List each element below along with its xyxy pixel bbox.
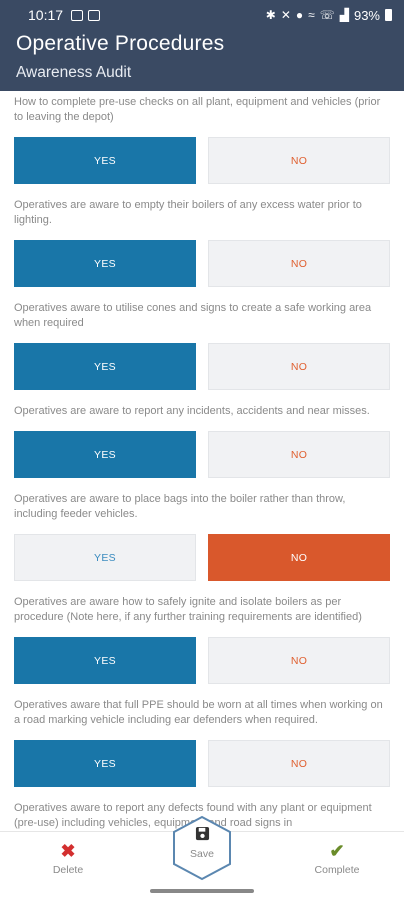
battery-percent: 93%	[353, 7, 380, 23]
page-title: Operative Procedures	[16, 32, 225, 55]
notification-icons	[71, 9, 101, 21]
status-bar: 10:17 ✱ ✕ ● ≈ ☏ ▟ 93%	[0, 0, 404, 30]
wifi-icon: ≈	[308, 8, 315, 22]
location-icon: ●	[295, 8, 304, 22]
no-button[interactable]: NO	[208, 240, 390, 287]
save-label: Save	[190, 848, 214, 860]
answer-options: YES NO	[14, 740, 390, 787]
close-icon: ✖	[60, 841, 76, 861]
no-button[interactable]: NO	[208, 431, 390, 478]
answer-options: YES NO	[14, 534, 390, 581]
save-hexagon	[173, 815, 231, 881]
question-text: Operatives aware that full PPE should be…	[14, 699, 383, 726]
bluetooth-icon: ✱	[265, 8, 276, 22]
answer-options: YES NO	[14, 637, 390, 684]
yes-button[interactable]: YES	[14, 240, 196, 287]
question-item: Operatives aware to utilise cones and si…	[0, 301, 404, 390]
news-icon	[88, 9, 101, 21]
check-icon: ✔	[329, 841, 345, 861]
yes-button[interactable]: YES	[14, 534, 196, 581]
save-button[interactable]: Save	[171, 826, 233, 860]
status-time: 10:17	[28, 7, 64, 23]
yes-button[interactable]: YES	[14, 431, 196, 478]
complete-button[interactable]: ✔ Complete	[292, 842, 382, 876]
answer-options: YES NO	[14, 343, 390, 390]
yes-button[interactable]: YES	[14, 637, 196, 684]
question-text: Operatives are aware how to safely ignit…	[14, 596, 362, 623]
question-text: Operatives aware to report any defects f…	[14, 802, 372, 829]
floppy-disk-icon	[195, 826, 209, 841]
answer-options: YES NO	[14, 137, 390, 184]
yes-button[interactable]: YES	[14, 137, 196, 184]
app-header: 10:17 ✱ ✕ ● ≈ ☏ ▟ 93% Operative Procedur…	[0, 0, 404, 91]
question-item: Operatives are aware to empty their boil…	[0, 198, 404, 287]
question-text: Operatives are aware to report any incid…	[14, 405, 370, 417]
battery-icon	[385, 9, 392, 21]
mute-icon: ✕	[280, 8, 291, 22]
question-text: Operatives are aware to place bags into …	[14, 493, 346, 520]
no-button[interactable]: NO	[208, 534, 390, 581]
page-subtitle: Awareness Audit	[16, 64, 132, 81]
status-right: ✱ ✕ ● ≈ ☏ ▟ 93%	[266, 8, 392, 23]
answer-options: YES NO	[14, 240, 390, 287]
gallery-icon	[71, 9, 84, 21]
delete-button[interactable]: ✖ Delete	[23, 842, 113, 876]
question-item: Operatives are aware how to safely ignit…	[0, 595, 404, 684]
question-item: Operatives aware that full PPE should be…	[0, 698, 404, 787]
no-button[interactable]: NO	[208, 637, 390, 684]
question-item: Operatives aware to report any defects f…	[0, 801, 404, 831]
question-item: Operatives are aware to place bags into …	[0, 492, 404, 581]
no-button[interactable]: NO	[208, 137, 390, 184]
no-button[interactable]: NO	[208, 740, 390, 787]
no-button[interactable]: NO	[208, 343, 390, 390]
question-list[interactable]: How to complete pre-use checks on all pl…	[0, 91, 404, 831]
question-text: How to complete pre-use checks on all pl…	[14, 96, 381, 123]
question-item: Operatives are aware to report any incid…	[0, 404, 404, 478]
answer-options: YES NO	[14, 431, 390, 478]
home-indicator[interactable]	[150, 889, 254, 893]
signal-icon: ▟	[339, 8, 349, 22]
call-icon: ☏	[319, 8, 335, 22]
delete-label: Delete	[52, 864, 84, 876]
question-text: Operatives are aware to empty their boil…	[14, 199, 362, 226]
yes-button[interactable]: YES	[14, 740, 196, 787]
yes-button[interactable]: YES	[14, 343, 196, 390]
question-text: Operatives aware to utilise cones and si…	[14, 302, 372, 329]
complete-label: Complete	[314, 864, 360, 876]
question-item: How to complete pre-use checks on all pl…	[0, 95, 404, 184]
